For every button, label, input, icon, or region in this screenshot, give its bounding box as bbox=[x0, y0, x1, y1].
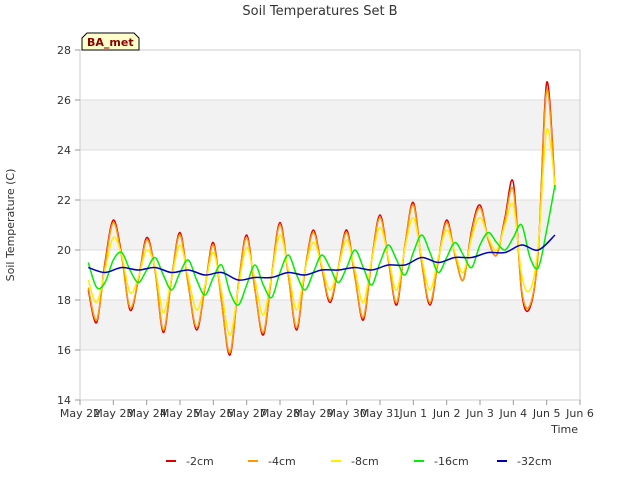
x-tick-label: May 27 bbox=[227, 407, 267, 420]
x-tick-label: Jun 2 bbox=[432, 407, 461, 420]
legend-label: -32cm bbox=[517, 455, 552, 468]
x-axis-label: Time bbox=[550, 423, 578, 436]
legend-label: -2cm bbox=[186, 455, 214, 468]
series-line-minus-32cm bbox=[88, 234, 556, 281]
legend-label: -4cm bbox=[268, 455, 296, 468]
x-tick-label: May 24 bbox=[127, 407, 167, 420]
plot-frame bbox=[79, 49, 581, 401]
x-tick-label: May 29 bbox=[293, 407, 333, 420]
badge-label: BA_met bbox=[87, 36, 134, 49]
x-tick-label: May 22 bbox=[60, 407, 100, 420]
y-tick-label: 22 bbox=[57, 194, 71, 207]
x-tick-label: May 26 bbox=[193, 407, 233, 420]
y-tick-label: 24 bbox=[57, 144, 71, 157]
legend-entry: -2cm bbox=[166, 455, 214, 468]
series-lines bbox=[87, 81, 556, 356]
series-line-minus-16cm bbox=[87, 184, 556, 306]
legend-label: -8cm bbox=[351, 455, 379, 468]
legend: -2cm -4cm -8cm -16cm -32cm bbox=[166, 455, 552, 468]
site-badge: BA_met bbox=[81, 32, 140, 51]
x-tick-label: May 25 bbox=[160, 407, 200, 420]
x-tick-label: Jun 6 bbox=[565, 407, 594, 420]
background-band bbox=[80, 300, 580, 350]
x-tick-label: May 28 bbox=[260, 407, 300, 420]
y-axis-label: Soil Temperature (C) bbox=[4, 169, 17, 282]
y-tick-label: 20 bbox=[57, 244, 71, 257]
x-tick-label: Jun 4 bbox=[498, 407, 527, 420]
y-tick-label: 28 bbox=[57, 44, 71, 57]
x-tick-label: May 30 bbox=[327, 407, 367, 420]
legend-entry: -8cm bbox=[331, 455, 379, 468]
x-tick-label: Jun 5 bbox=[532, 407, 561, 420]
x-tick-label: May 31 bbox=[360, 407, 400, 420]
y-tick-label: 18 bbox=[57, 294, 71, 307]
x-tick-label: Jun 3 bbox=[465, 407, 494, 420]
legend-label: -16cm bbox=[434, 455, 469, 468]
y-tick-label: 26 bbox=[57, 94, 71, 107]
y-tick-label: 14 bbox=[57, 394, 71, 407]
background-bands bbox=[80, 100, 580, 350]
x-tick-label: May 23 bbox=[93, 407, 133, 420]
chart-title: Soil Temperatures Set B bbox=[242, 4, 397, 19]
x-tick-label: Jun 1 bbox=[398, 407, 427, 420]
y-axis: 14 16 18 20 22 24 26 28 bbox=[57, 44, 80, 407]
legend-entry: -32cm bbox=[497, 455, 552, 468]
legend-entry: -4cm bbox=[248, 455, 296, 468]
series-line-minus-4cm bbox=[87, 88, 556, 354]
y-tick-label: 16 bbox=[57, 344, 71, 357]
background-band bbox=[80, 100, 580, 150]
badge-shape bbox=[81, 32, 140, 51]
legend-entry: -16cm bbox=[414, 455, 469, 468]
